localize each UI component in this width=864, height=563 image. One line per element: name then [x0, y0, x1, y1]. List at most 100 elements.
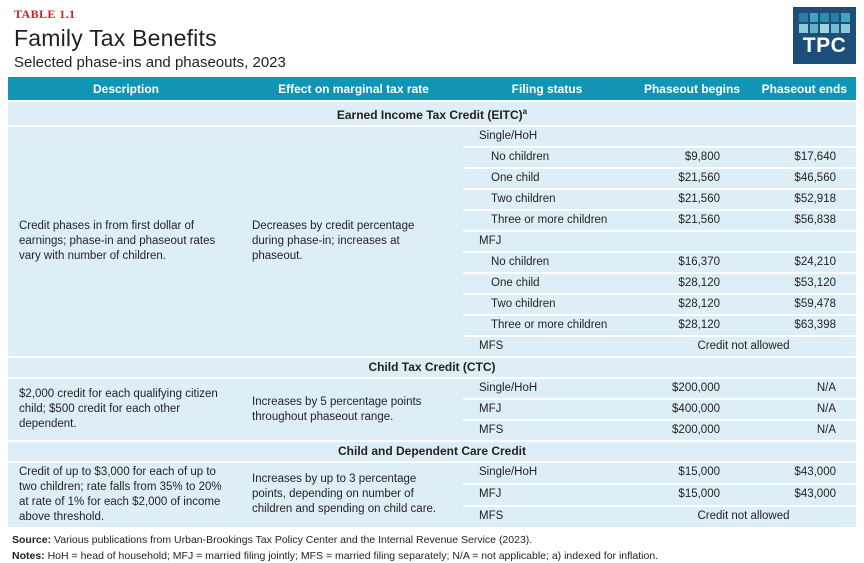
phaseout-begins-cell: [631, 231, 746, 253]
filing-status-cell: Single/HoH: [463, 462, 631, 485]
filing-status-cell: MFS: [463, 336, 631, 358]
logo-square-icon: [820, 13, 829, 22]
logo-square-icon: [841, 13, 850, 22]
filing-row: MFJ $15,000 $43,000: [8, 483, 856, 507]
filing-row: Two children $28,120 $59,478: [8, 294, 856, 316]
section-header-row: Child Tax Credit (CTC): [8, 357, 856, 379]
filing-status-cell: Two children: [463, 294, 631, 316]
logo-square-icon: [799, 13, 808, 22]
logo-square-icon: [799, 24, 808, 33]
filing-row: $2,000 credit for each qualifying citize…: [8, 378, 856, 442]
col-header-filing-status: Filing status: [463, 77, 631, 102]
logo-square-icon: [841, 24, 850, 33]
filing-row: MFS Credit not allowed: [8, 505, 856, 529]
col-header-phaseout-begins: Phaseout begins: [631, 77, 746, 102]
effect-cell: Increases by 5 percentage points through…: [244, 378, 463, 442]
section-title: Child Tax Credit (CTC): [8, 357, 856, 379]
description-cell: Credit of up to $3,000 for each of up to…: [8, 462, 244, 529]
effect-cell: Decreases by credit percentage during ph…: [244, 126, 463, 358]
filing-row: MFS $200,000 N/A: [8, 420, 856, 442]
section-title-footnote-marker: a: [522, 107, 528, 116]
section-title-text: Child and Dependent Care Credit: [337, 444, 527, 458]
phaseout-begins-cell: $28,120: [631, 294, 746, 316]
logo-square-icon: [809, 13, 819, 22]
section-header-row: Earned Income Tax Credit (EITC)a: [8, 101, 856, 127]
phaseout-ends-cell: $53,120: [746, 273, 856, 295]
page-subtitle: Selected phase-ins and phaseouts, 2023: [14, 54, 286, 71]
phaseout-begins-cell: $28,120: [631, 315, 746, 337]
footer-notes: Source: Various publications from Urban-…: [12, 534, 856, 563]
logo-square-icon: [809, 24, 819, 33]
col-header-effect: Effect on marginal tax rate: [244, 77, 463, 102]
credit-not-allowed-cell: Credit not allowed: [631, 336, 856, 358]
filing-row: Three or more children $21,560 $56,838: [8, 210, 856, 232]
section-title-text: Child Tax Credit (CTC): [368, 360, 496, 374]
phaseout-begins-cell: $21,560: [631, 189, 746, 211]
filing-row: No children $16,370 $24,210: [8, 252, 856, 274]
phaseout-begins-cell: $15,000: [631, 483, 746, 507]
filing-row: MFJ $400,000 N/A: [8, 399, 856, 421]
tpc-logo: TPC: [793, 7, 856, 64]
filing-status-cell: Two children: [463, 189, 631, 211]
filing-status-cell: One child: [463, 273, 631, 295]
phaseout-begins-cell: $21,560: [631, 168, 746, 190]
phaseout-ends-cell: $17,640: [746, 147, 856, 169]
filing-row: Three or more children $28,120 $63,398: [8, 315, 856, 337]
filing-status-cell: MFJ: [463, 231, 631, 253]
notes-label: Notes:: [12, 549, 45, 562]
table-header: Description Effect on marginal tax rate …: [8, 77, 856, 102]
phaseout-ends-cell: N/A: [746, 420, 856, 442]
col-header-description: Description: [8, 77, 244, 102]
tpc-logo-grid-icon: [799, 13, 850, 33]
filing-status-cell: Single/HoH: [463, 378, 631, 400]
filing-row: Credit of up to $3,000 for each of up to…: [8, 462, 856, 529]
filing-status-cell: One child: [463, 168, 631, 190]
phaseout-ends-cell: $43,000: [746, 483, 856, 507]
phaseout-begins-cell: $21,560: [631, 210, 746, 232]
filing-status-cell: MFS: [463, 505, 631, 529]
filing-status-cell: MFJ: [463, 399, 631, 421]
section-title: Earned Income Tax Credit (EITC)a: [8, 101, 856, 127]
tpc-logo-text: TPC: [802, 34, 847, 57]
logo-square-icon: [820, 24, 829, 33]
table-body: Earned Income Tax Credit (EITC)a Credit p…: [8, 101, 856, 529]
notes-text: HoH = head of household; MFJ = married f…: [47, 549, 659, 562]
phaseout-ends-cell: N/A: [746, 399, 856, 421]
filing-row: No children $9,800 $17,640: [8, 147, 856, 169]
filing-status-cell: MFJ: [463, 483, 631, 507]
phaseout-ends-cell: $52,918: [746, 189, 856, 211]
section-title-text: Earned Income Tax Credit (EITC): [336, 108, 523, 122]
source-line: Source: Various publications from Urban-…: [12, 534, 856, 547]
phaseout-begins-cell: $16,370: [631, 252, 746, 274]
source-label: Source:: [12, 533, 52, 546]
logo-square-icon: [830, 13, 840, 22]
filing-row: Two children $21,560 $52,918: [8, 189, 856, 211]
col-header-phaseout-ends: Phaseout ends: [746, 77, 856, 102]
source-text: Various publications from Urban-Brooking…: [54, 533, 533, 546]
phaseout-begins-cell: $200,000: [631, 420, 746, 442]
section-header-row: Child and Dependent Care Credit: [8, 441, 856, 463]
effect-cell: Increases by up to 3 percentage points, …: [244, 462, 463, 529]
filing-row: One child $21,560 $46,560: [8, 168, 856, 190]
phaseout-begins-cell: $200,000: [631, 378, 746, 400]
title-block: TABLE 1.1 Family Tax Benefits Selected p…: [0, 0, 864, 71]
filing-status-cell: No children: [463, 252, 631, 274]
phaseout-begins-cell: $28,120: [631, 273, 746, 295]
page-title: Family Tax Benefits: [14, 25, 217, 51]
filing-status-cell: Three or more children: [463, 210, 631, 232]
phaseout-ends-cell: $56,838: [746, 210, 856, 232]
filing-status-cell: Single/HoH: [463, 126, 631, 148]
filing-status-cell: MFS: [463, 420, 631, 442]
phaseout-ends-cell: $24,210: [746, 252, 856, 274]
tax-benefits-table: Description Effect on marginal tax rate …: [8, 77, 856, 529]
filing-row: Credit phases in from first dollar of ea…: [8, 126, 856, 358]
phaseout-ends-cell: [746, 126, 856, 148]
filing-row: One child $28,120 $53,120: [8, 273, 856, 295]
phaseout-ends-cell: $43,000: [746, 462, 856, 485]
phaseout-begins-cell: $9,800: [631, 147, 746, 169]
phaseout-begins-cell: [631, 126, 746, 148]
filing-status-cell: Three or more children: [463, 315, 631, 337]
phaseout-ends-cell: $46,560: [746, 168, 856, 190]
notes-line: Notes: HoH = head of household; MFJ = ma…: [12, 550, 856, 563]
section-title: Child and Dependent Care Credit: [8, 441, 856, 463]
